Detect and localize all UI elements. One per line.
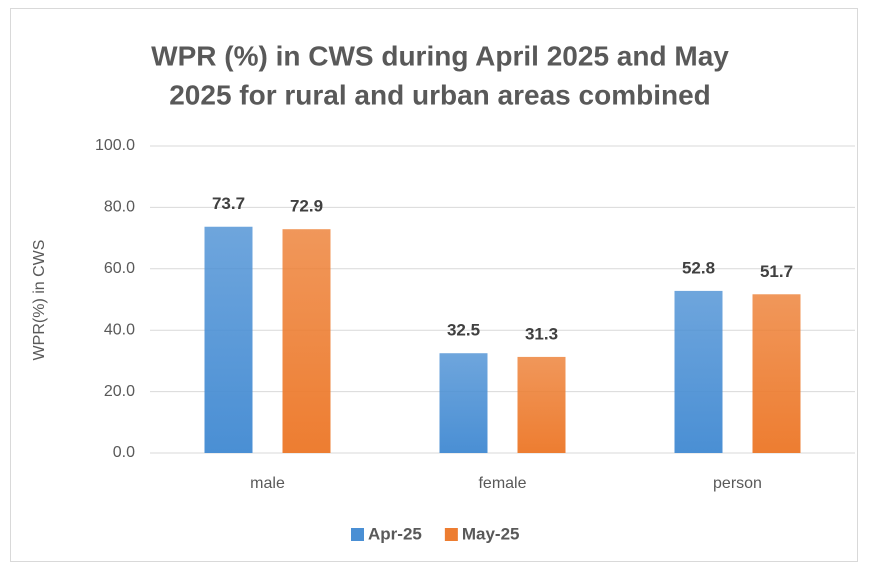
bar xyxy=(439,353,488,453)
x-tick-label: male xyxy=(250,475,285,492)
bar xyxy=(752,294,801,453)
y-tick-label: 40.0 xyxy=(104,321,135,338)
bar xyxy=(517,356,566,453)
data-label: 52.8 xyxy=(682,258,715,277)
legend-swatch xyxy=(351,528,364,541)
legend-label: Apr-25 xyxy=(368,524,422,543)
data-label: 72.9 xyxy=(290,197,323,216)
y-axis-label: WPR(%) in CWS xyxy=(31,240,48,361)
chart-title: 2025 for rural and urban areas combined xyxy=(169,79,711,110)
x-tick-label: female xyxy=(478,475,526,492)
data-label: 73.7 xyxy=(212,194,245,213)
data-label: 31.3 xyxy=(525,324,558,343)
y-tick-label: 20.0 xyxy=(104,383,135,400)
x-tick-label: person xyxy=(713,475,762,492)
y-tick-label: 100.0 xyxy=(95,137,135,154)
data-label: 32.5 xyxy=(447,321,480,340)
bar xyxy=(674,290,723,453)
data-label: 51.7 xyxy=(760,262,793,281)
y-tick-label: 0.0 xyxy=(113,444,135,461)
bar xyxy=(282,229,331,453)
legend-label: May-25 xyxy=(462,524,520,543)
legend-swatch xyxy=(444,528,458,541)
bar xyxy=(204,226,253,453)
chart-title: WPR (%) in CWS during April 2025 and May xyxy=(151,40,729,71)
y-tick-label: 80.0 xyxy=(104,199,135,216)
chart-border xyxy=(10,8,858,562)
y-tick-label: 60.0 xyxy=(104,260,135,277)
